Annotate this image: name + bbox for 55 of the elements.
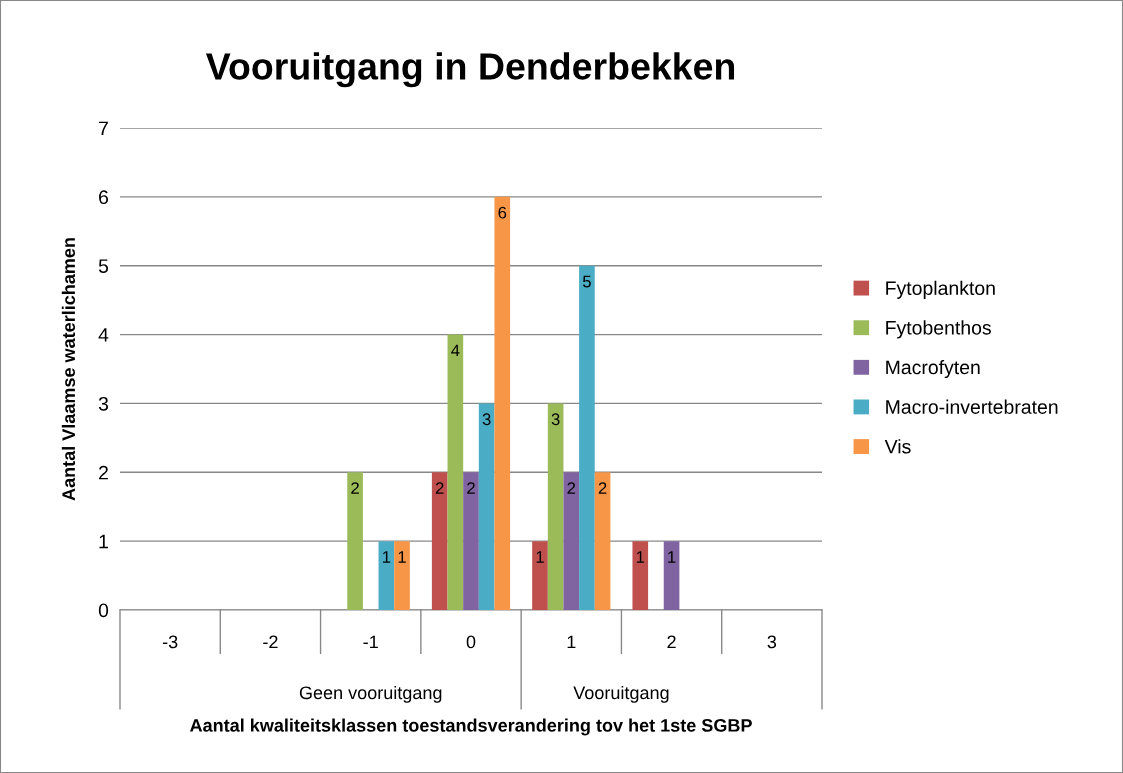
data-label: 3	[551, 413, 560, 426]
x-tick-label: 3	[767, 635, 777, 649]
data-label: 5	[582, 275, 591, 288]
y-tick-label: 0	[98, 603, 109, 618]
bar	[378, 541, 395, 610]
bar	[632, 541, 649, 610]
y-tick-label: 7	[99, 121, 108, 136]
y-tick-label: 4	[98, 328, 109, 342]
bar	[463, 472, 479, 610]
text: Geen vooruitgang	[299, 685, 442, 703]
bar	[478, 403, 495, 610]
bar	[532, 541, 548, 610]
data-label: 3	[482, 413, 491, 426]
y-tick-label: 6	[99, 190, 109, 205]
x-tick-label: 1	[567, 635, 576, 649]
data-label: 2	[351, 482, 359, 494]
chart-title: Vooruitgang in Denderbekken	[205, 52, 735, 88]
bar	[347, 472, 363, 610]
legend-label: Macrofyten	[886, 360, 980, 379]
legend-label: Fytoplankton	[886, 280, 995, 299]
bar	[394, 541, 410, 610]
data-label: 1	[383, 551, 391, 563]
x-tick-label: 0	[466, 635, 476, 649]
data-label: 1	[636, 551, 645, 563]
data-label: 2	[567, 482, 576, 494]
y-axis-title: Aantal Vlaamse waterlichamen	[61, 238, 76, 501]
x-axis-title: Aantal kwaliteitsklassen toestandsverandering tov het 1ste SGBP	[190, 718, 752, 736]
x-tick-label: -2	[263, 635, 278, 649]
data-label: 1	[398, 551, 406, 563]
y-tick-label: 3	[98, 396, 109, 411]
bar	[547, 403, 564, 610]
bar	[431, 472, 448, 610]
x-tick-label: -3	[162, 635, 178, 649]
data-label: 2	[598, 482, 607, 494]
x-tick-label: 2	[667, 635, 676, 649]
data-label: 4	[451, 344, 460, 357]
legend-label: Vis	[884, 439, 911, 454]
bar	[663, 541, 680, 610]
legend-label: Fytobenthos	[886, 320, 991, 339]
data-label: 2	[435, 482, 444, 494]
data-label: 6	[498, 206, 507, 219]
y-tick-label: 1	[99, 534, 108, 549]
y-tick-label: 5	[98, 259, 109, 273]
bar	[494, 196, 511, 610]
data-label: 2	[467, 482, 475, 494]
bar	[579, 265, 595, 610]
bar	[563, 472, 580, 610]
legend-label: Macro-invertebraten	[886, 399, 1058, 414]
data-label: 1	[536, 551, 544, 563]
data-label: 1	[668, 551, 676, 563]
text: Vooruitgang	[573, 685, 669, 703]
y-tick-label: 2	[99, 465, 108, 480]
bar	[447, 334, 464, 610]
bar	[594, 472, 611, 610]
x-tick-label: -1	[363, 635, 378, 649]
